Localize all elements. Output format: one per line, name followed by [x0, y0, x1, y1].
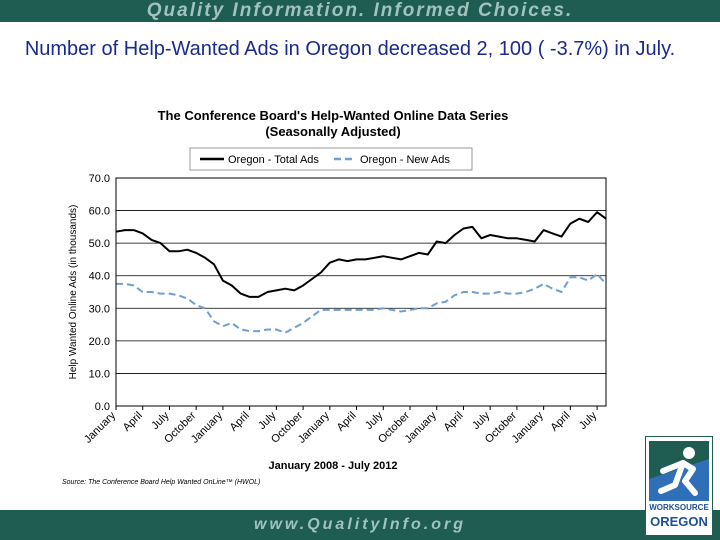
y-axis-title: Help Wanted Online Ads (in thousands)	[68, 205, 79, 380]
top-banner: Quality Information. Informed Choices.	[0, 0, 720, 22]
chart-title: The Conference Board's Help-Wanted Onlin…	[158, 108, 509, 123]
x-tick-label: January	[82, 409, 119, 446]
x-tick-label: April	[442, 410, 466, 434]
series-line-new-ads	[116, 273, 607, 334]
plot-border	[115, 177, 607, 407]
y-tick-label: 20.0	[89, 336, 110, 348]
source-note: Source: The Conference Board Help Wanted…	[62, 479, 260, 486]
x-tick-label: April	[228, 410, 252, 434]
y-tick-labels: 0.0 10.0 20.0 30.0 40.0 50.0 60.0 70.0	[89, 173, 110, 413]
page-title: Number of Help-Wanted Ads in Oregon decr…	[24, 38, 676, 60]
y-tick-label: 30.0	[89, 303, 110, 315]
y-tick-label: 60.0	[89, 206, 110, 218]
x-tick-label: July	[256, 409, 279, 432]
x-tick-label: July	[363, 409, 386, 432]
x-tick-label: July	[149, 409, 172, 432]
bottom-banner: www.QualityInfo.org	[0, 510, 720, 540]
logo-line1: WORKSOURCE	[649, 503, 709, 512]
chart: The Conference Board's Help-Wanted Onlin…	[62, 108, 607, 486]
x-tick-label: April	[335, 410, 359, 434]
legend-box	[189, 147, 473, 171]
x-axis-title: January 2008 - July 2012	[268, 460, 397, 472]
x-tick-label: April	[548, 410, 572, 434]
x-tick-label: July	[470, 409, 493, 432]
legend-label-total: Oregon - Total Ads	[228, 154, 319, 166]
x-tick-label: April	[121, 410, 145, 434]
series-line-total-ads	[115, 211, 607, 298]
chart-subtitle: (Seasonally Adjusted)	[265, 124, 400, 139]
footer-url[interactable]: www.QualityInfo.org	[254, 516, 466, 533]
runner-icon	[649, 441, 709, 501]
x-tick-label: July	[577, 409, 600, 432]
y-tick-label: 0.0	[95, 401, 110, 413]
gridlines	[116, 177, 606, 407]
tagline: Quality Information. Informed Choices.	[146, 0, 574, 21]
legend-label-new: Oregon - New Ads	[360, 154, 450, 166]
y-tick-label: 70.0	[89, 173, 110, 185]
logo-line2: OREGON	[650, 514, 708, 529]
legend: Oregon - Total Ads Oregon - New Ads	[189, 147, 473, 171]
y-tick-label: 40.0	[89, 271, 110, 283]
y-tick-label: 10.0	[89, 368, 110, 380]
worksource-oregon-logo: WORKSOURCE OREGON	[645, 436, 713, 536]
series-lines	[115, 211, 607, 334]
y-tick-label: 50.0	[89, 238, 110, 250]
